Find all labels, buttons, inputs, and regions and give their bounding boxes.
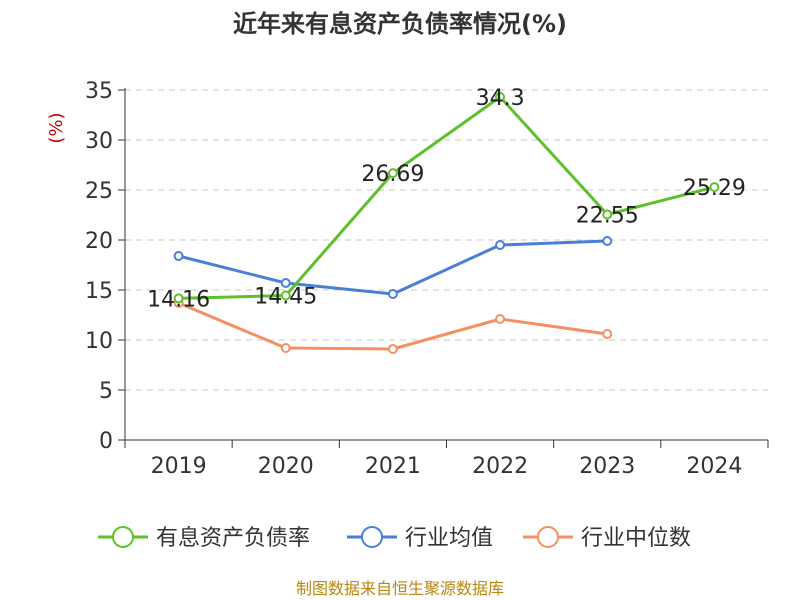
legend-label: 行业均值 [405, 526, 493, 551]
data-point [387, 289, 398, 299]
grid [125, 89, 768, 391]
y-tick-label: 25 [85, 179, 113, 204]
data-point [709, 182, 720, 193]
x-tick-label: 2022 [472, 454, 528, 479]
legend-marker [361, 526, 383, 548]
data-point [602, 236, 613, 246]
source-note: 制图数据来自恒生聚源数据库 [296, 579, 504, 598]
legend-label: 行业中位数 [581, 526, 691, 551]
x-tick-label: 2020 [258, 454, 314, 479]
data-point [495, 92, 506, 102]
x-tick-label: 2024 [686, 454, 742, 479]
data-point [387, 168, 398, 179]
axes: 0 5 10 15 20 25 30 35 2019 2020 2021 2022 2023 2024 [85, 79, 769, 479]
data-label: 14.45 [254, 285, 317, 310]
data-label: 25.29 [683, 176, 746, 201]
legend-label: 有息资产负债率 [156, 526, 310, 551]
series-line [178, 301, 608, 351]
y-tick-label: 5 [99, 379, 113, 404]
legend-marker [112, 526, 134, 548]
x-tick-label: 2023 [579, 454, 635, 479]
y-tick-label: 30 [85, 129, 113, 154]
data-point [602, 329, 613, 339]
y-tick-label: 10 [85, 329, 113, 354]
y-tick-label: 0 [99, 429, 113, 454]
legend-marker [537, 526, 559, 548]
legend: 有息资产负债率 行业均值 行业中位数 [98, 526, 691, 551]
chart-title: 近年来有息资产负债率情况(%) [233, 10, 567, 38]
data-point [280, 343, 291, 353]
x-tick-label: 2021 [365, 454, 421, 479]
x-tick-label: 2019 [151, 454, 207, 479]
data-label: 34.3 [476, 86, 525, 111]
series-line [178, 95, 715, 300]
data-point [173, 251, 184, 261]
data-label: 14.16 [147, 287, 210, 312]
data-label: 22.55 [576, 204, 639, 229]
y-tick-label: 20 [85, 229, 113, 254]
data-label: 26.69 [361, 162, 424, 187]
y-axis-label: (%) [46, 112, 67, 143]
data-point [173, 293, 184, 304]
data-point [602, 209, 613, 220]
series-group: 14.16 14.45 26.69 34.3 22.55 25.29 [147, 86, 746, 354]
y-tick-label: 15 [85, 279, 113, 304]
data-point [387, 344, 398, 354]
data-point [280, 290, 291, 301]
data-point [280, 278, 291, 288]
y-tick-label: 35 [85, 79, 113, 104]
series-line [178, 239, 608, 296]
data-point [495, 240, 506, 250]
data-point [495, 314, 506, 324]
